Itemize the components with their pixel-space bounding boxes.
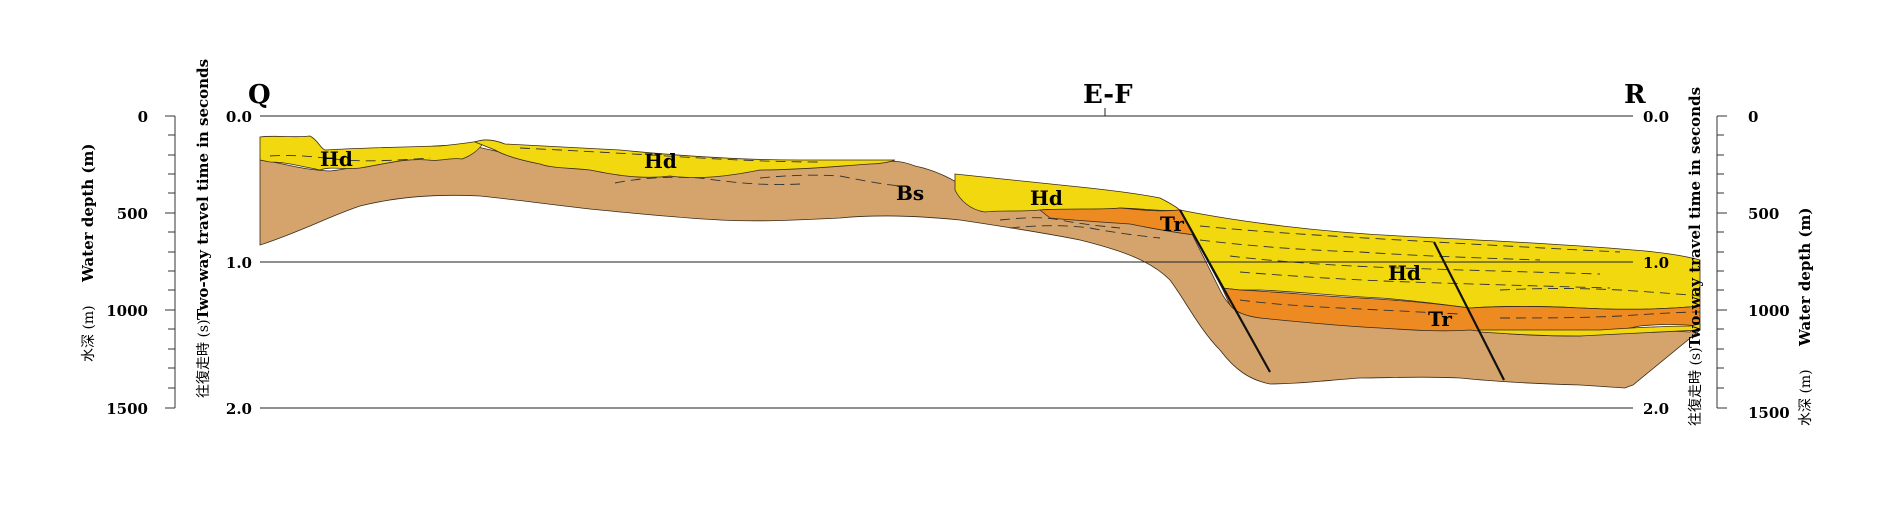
right-time-title-jp: 往復走時 (s)	[1687, 347, 1704, 426]
unit-label-tr-2: Tr	[1428, 307, 1452, 331]
right-depth-tick-1000: 1000	[1748, 302, 1790, 320]
unit-hd-fill-5	[1479, 323, 1701, 337]
geology	[259, 135, 1701, 389]
left-time-tick-0: 0.0	[226, 108, 252, 126]
section-frame	[260, 108, 1633, 409]
right-depth-tick-1500: 1500	[1748, 404, 1790, 422]
unit-label-tr-1: Tr	[1160, 212, 1184, 236]
left-depth-title-en: Water depth (m)	[79, 143, 97, 283]
unit-tr-fill-2	[1221, 287, 1701, 337]
unit-label-hd-4: Hd	[1388, 261, 1421, 285]
faults	[1179, 209, 1505, 381]
right-depth-ruler	[1716, 115, 1727, 409]
left-depth-tick-1500: 1500	[106, 400, 148, 418]
reflectors	[269, 147, 1701, 319]
fault-2	[1433, 241, 1505, 381]
fault-1	[1179, 209, 1271, 373]
right-time-tick-2: 2.0	[1643, 400, 1669, 418]
left-time-title-jp: 往復走時 (s)	[195, 319, 212, 398]
right-time-tick-0: 0.0	[1643, 108, 1669, 126]
left-time-title-en: Two-way travel time in seconds	[194, 59, 212, 320]
right-depth-tick-500: 500	[1748, 205, 1779, 223]
unit-label-hd-2: Hd	[644, 149, 677, 173]
unit-label-hd-1: Hd	[320, 147, 353, 171]
left-time-tick-2: 2.0	[226, 400, 252, 418]
profile-cross-label: E-F	[1083, 80, 1133, 110]
left-depth-tick-0: 0	[138, 108, 148, 126]
left-time-tick-1: 1.0	[226, 254, 252, 272]
profile-start-label: Q	[248, 80, 271, 110]
left-depth-tick-1000: 1000	[106, 302, 148, 320]
right-depth-title-en: Water depth (m)	[1796, 207, 1814, 347]
right-depth-title: 水深 (m) Water depth (m)	[1796, 207, 1814, 426]
unit-hd-fill-3	[954, 173, 1182, 213]
left-depth-title: 水深 (m) Water depth (m)	[79, 143, 97, 362]
right-time-title: 往復走時 (s) Two-way travel time in seconds	[1686, 87, 1704, 426]
right-depth-tick-0: 0	[1748, 108, 1758, 126]
left-depth-tick-500: 500	[117, 205, 148, 223]
left-depth-title-jp: 水深 (m)	[81, 305, 97, 362]
right-time-tick-1: 1.0	[1643, 254, 1669, 272]
right-depth-title-jp: 水深 (m)	[1798, 369, 1814, 426]
right-time-title-en: Two-way travel time in seconds	[1686, 87, 1704, 348]
left-depth-ruler	[165, 115, 176, 409]
unit-label-bs: Bs	[896, 181, 924, 205]
left-time-title: 往復走時 (s) Two-way travel time in seconds	[194, 59, 212, 398]
unit-label-hd-3: Hd	[1030, 186, 1063, 210]
unit-hd-fill-2	[473, 139, 896, 179]
profile-end-label: R	[1624, 80, 1646, 110]
unit-hd-fill-1	[259, 135, 486, 171]
